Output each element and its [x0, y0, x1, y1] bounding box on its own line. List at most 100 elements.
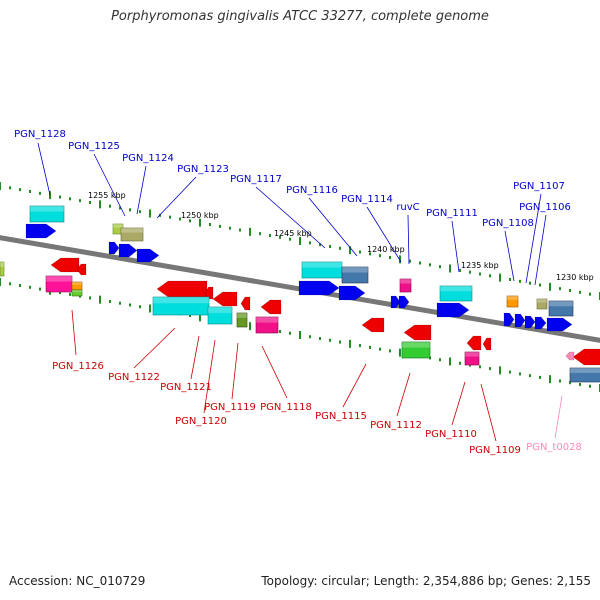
gene-block-shine — [237, 313, 247, 318]
leader-line — [451, 220, 460, 273]
gene-label-pgn_1128[interactable]: PGN_1128 — [14, 129, 66, 140]
gene-label-pgn_1110[interactable]: PGN_1110 — [425, 429, 477, 440]
tick-mark — [279, 329, 281, 333]
tick-mark — [499, 366, 501, 375]
gene-arrow — [524, 315, 536, 329]
scale-label: 1240 kbp — [367, 245, 405, 254]
gene-label-pgn_1119[interactable]: PGN_1119 — [204, 402, 256, 413]
tick-mark — [19, 188, 21, 192]
gene-label-pgn_1114[interactable]: PGN_1114 — [341, 194, 393, 205]
gene-arrow — [76, 263, 87, 276]
tick-mark — [549, 375, 551, 384]
tick-mark — [0, 182, 1, 190]
tick-mark — [259, 232, 261, 236]
tick-mark — [239, 228, 241, 232]
gene-block — [207, 306, 233, 325]
gene-label-pgn_1109[interactable]: PGN_1109 — [469, 445, 521, 456]
scale-label: 1245 kbp — [274, 229, 312, 238]
gene-label-pgn_1106[interactable]: PGN_1106 — [519, 202, 571, 213]
gene-arrow — [482, 337, 492, 351]
gene-label-pgn_1107[interactable]: PGN_1107 — [513, 181, 565, 192]
gene-label-pgn_1122[interactable]: PGN_1122 — [108, 372, 160, 383]
gene-block-shine — [537, 299, 547, 303]
gene-block — [341, 266, 369, 284]
gene-block-shine — [46, 276, 72, 282]
gene-block-shine — [72, 290, 82, 293]
tick-mark — [29, 285, 31, 289]
gene-label-pgn_1117[interactable]: PGN_1117 — [230, 174, 282, 185]
leader-line — [261, 345, 288, 399]
tick-mark — [19, 284, 21, 288]
gene-arrow — [390, 295, 401, 309]
gene-label-pgn_1115[interactable]: PGN_1115 — [315, 411, 367, 422]
leader-line — [37, 142, 51, 196]
leader-line — [156, 176, 197, 219]
gene-block — [569, 367, 600, 383]
gene-block-shine — [402, 342, 430, 348]
tick-mark — [319, 337, 321, 341]
tick-mark — [79, 199, 81, 203]
accession-text: Accession: NC_010729 — [9, 574, 146, 588]
tick-mark — [479, 272, 481, 276]
tick-mark — [319, 243, 321, 247]
tick-mark — [429, 263, 431, 267]
gene-label-pgn_1124[interactable]: PGN_1124 — [122, 153, 174, 164]
tick-mark — [69, 197, 71, 201]
tick-mark — [119, 301, 121, 305]
tick-mark — [389, 256, 391, 259]
leader-line — [366, 206, 402, 263]
gene-label-pgn_t0028[interactable]: PGN_t0028 — [526, 442, 582, 453]
tick-mark — [249, 227, 251, 236]
gene-block — [401, 341, 431, 359]
tick-mark — [29, 190, 31, 193]
tick-mark — [99, 200, 101, 209]
gene-label-pgn_1123[interactable]: PGN_1123 — [177, 164, 229, 175]
tick-mark — [479, 365, 481, 369]
gene-block — [0, 261, 5, 277]
gene-block — [464, 351, 480, 366]
tick-mark — [569, 289, 571, 292]
tick-mark — [0, 278, 1, 286]
tick-mark — [59, 291, 61, 295]
gene-arrow — [572, 348, 600, 366]
gene-block — [29, 205, 65, 223]
tick-mark — [329, 245, 331, 248]
tick-mark — [569, 381, 571, 385]
gene-block — [399, 278, 412, 293]
gene-label-pgn_1118[interactable]: PGN_1118 — [260, 402, 312, 413]
tick-mark — [469, 270, 471, 274]
gene-block-shine — [0, 262, 4, 267]
leader-line — [93, 153, 126, 217]
leader-line — [308, 197, 358, 257]
tick-mark — [109, 204, 111, 208]
tick-mark — [309, 241, 311, 245]
gene-labels: PGN_1128PGN_1125PGN_1124PGN_1123PGN_1117… — [14, 129, 582, 456]
tick-mark — [179, 217, 181, 221]
tick-mark — [489, 367, 491, 371]
gene-block — [236, 312, 248, 328]
scale-label: 1250 kbp — [181, 211, 219, 220]
gene-label-pgn_1108[interactable]: PGN_1108 — [482, 218, 534, 229]
gene-block — [255, 316, 279, 334]
tick-mark — [209, 223, 211, 226]
gene-arrow — [108, 241, 120, 255]
gene-label-pgn_1125[interactable]: PGN_1125 — [68, 141, 120, 152]
tick-mark — [459, 268, 461, 272]
leader-line — [203, 339, 216, 414]
tick-mark — [409, 259, 411, 263]
gene-label-pgn_1120[interactable]: PGN_1120 — [175, 416, 227, 427]
gene-label-pgn_1121[interactable]: PGN_1121 — [160, 382, 212, 393]
genome-summary-text: Topology: circular; Length: 2,354,886 bp… — [261, 574, 591, 588]
gene-label-pgn_1116[interactable]: PGN_1116 — [286, 185, 338, 196]
gene-arrow — [361, 317, 385, 333]
gene-label-pgn_1111[interactable]: PGN_1111 — [426, 208, 478, 219]
leader-line — [136, 165, 147, 215]
tick-mark — [339, 246, 341, 250]
gene-label-ruvc[interactable]: ruvC — [396, 202, 419, 213]
gene-label-pgn_1112[interactable]: PGN_1112 — [370, 420, 422, 431]
gene-label-pgn_1126[interactable]: PGN_1126 — [52, 361, 104, 372]
leader-line — [396, 372, 411, 417]
gene-block — [120, 227, 144, 242]
tick-mark — [119, 206, 121, 210]
